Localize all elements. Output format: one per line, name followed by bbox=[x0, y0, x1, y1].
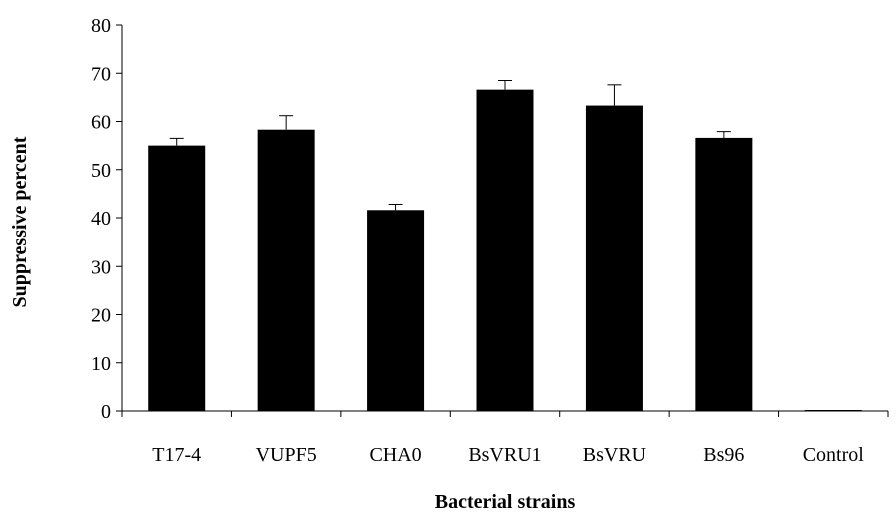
y-tick-label: 70 bbox=[91, 63, 111, 85]
x-category-label: CHA0 bbox=[369, 444, 421, 466]
x-category-label: Control bbox=[803, 444, 865, 466]
y-tick-label: 30 bbox=[91, 256, 111, 278]
y-tick-label: 0 bbox=[101, 401, 111, 423]
y-tick-label: 40 bbox=[91, 208, 111, 230]
x-category-label: Bs96 bbox=[703, 444, 744, 466]
y-axis: 0 10 20 30 40 50 60 70 80 bbox=[91, 15, 123, 423]
bar bbox=[695, 137, 753, 411]
x-category-label: T17-4 bbox=[152, 444, 201, 466]
bar bbox=[585, 105, 643, 411]
x-axis-title: Bacterial strains bbox=[435, 491, 576, 513]
bar bbox=[476, 89, 534, 411]
x-axis: T17-4 VUPF5 CHA0 BsVRU1 BsVRU Bs96 Control bbox=[121, 410, 889, 466]
y-tick-label: 20 bbox=[91, 305, 111, 327]
bars bbox=[148, 89, 862, 411]
x-category-label: BsVRU bbox=[583, 444, 647, 466]
bar bbox=[257, 129, 315, 411]
error-bars bbox=[169, 79, 731, 211]
y-tick-label: 60 bbox=[91, 112, 111, 134]
bar bbox=[148, 145, 206, 411]
x-category-label: BsVRU1 bbox=[468, 444, 541, 466]
y-tick-label: 50 bbox=[91, 160, 111, 182]
x-category-label: VUPF5 bbox=[256, 444, 317, 466]
y-tick-label: 80 bbox=[91, 15, 111, 37]
y-axis-title: Suppressive percent bbox=[9, 136, 31, 307]
y-tick-label: 10 bbox=[91, 353, 111, 375]
bar bbox=[367, 210, 425, 411]
